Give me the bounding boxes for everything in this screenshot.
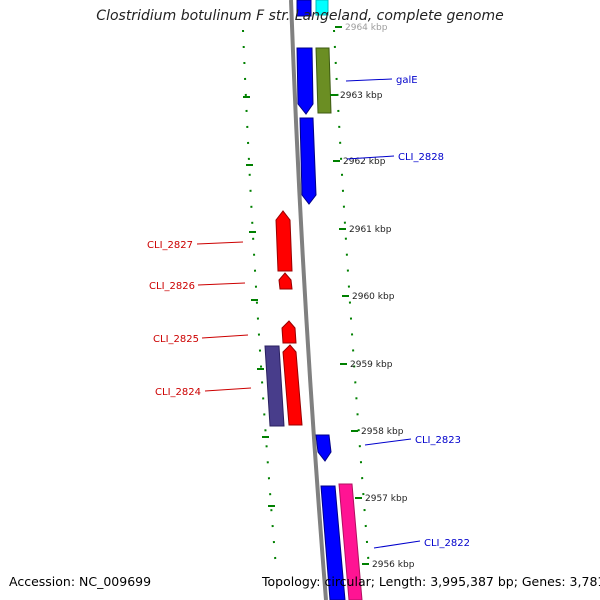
scale-tick-label: 2962 kbp <box>343 157 386 167</box>
scale-tick-label: 2964 kbp <box>345 23 388 33</box>
cds-CLI_2827 <box>275 210 293 272</box>
genome-summary-text: Topology: circular; Length: 3,995,387 bp… <box>262 574 600 589</box>
scale-ticks: 2964 kbp 2963 kbp 2962 kbp 2961 kbp 2960 kbp… <box>243 23 415 570</box>
gene-label: galE <box>396 75 418 86</box>
cds-CLI_2822 <box>320 485 346 600</box>
scale-tick-label: 2961 kbp <box>349 225 392 235</box>
genome-backbone <box>289 0 328 600</box>
cog-feature-purple <box>264 345 285 427</box>
gene-label-leader-line <box>204 387 252 392</box>
gene-label: CLI_2825 <box>153 334 199 345</box>
scale-tick-label: 2963 kbp <box>340 91 383 101</box>
gene-label-leader-line <box>196 241 244 245</box>
gene-label-leader-line <box>345 78 393 82</box>
cds-CLI_2828 <box>299 117 317 205</box>
scale-tick-label: 2960 kbp <box>352 292 395 302</box>
outer-tick-guide-arc <box>333 29 370 569</box>
gene-label: CLI_2822 <box>424 538 470 549</box>
genome-title: Clostridium botulinum F str. Langeland, … <box>96 8 504 24</box>
cds-galE <box>296 47 314 115</box>
gene-label: CLI_2828 <box>398 152 444 163</box>
gene-label-leader-line <box>201 334 249 339</box>
scale-tick-label: 2956 kbp <box>372 560 415 570</box>
gene-label-leader-line <box>373 540 421 549</box>
scale-tick-label: 2957 kbp <box>365 494 408 504</box>
cds-CLI_2825 <box>281 320 297 344</box>
cog-feature-olive <box>315 47 332 114</box>
cog-feature-magenta <box>338 483 363 600</box>
inner-tick-guide-arc <box>242 29 277 569</box>
cds-CLI_2826 <box>278 272 293 290</box>
scale-tick-label: 2959 kbp <box>350 360 393 370</box>
gene-label: CLI_2827 <box>147 240 193 251</box>
gene-label: CLI_2826 <box>149 281 195 292</box>
accession-text: Accession: NC_009699 <box>9 574 152 589</box>
gene-label: CLI_2824 <box>155 387 201 398</box>
scale-tick-label: 2958 kbp <box>361 427 404 437</box>
gene-label-leader-line <box>364 438 412 446</box>
cds-forward-top <box>296 0 312 17</box>
cds-CLI_2824 <box>282 344 303 426</box>
gene-label-leader-line <box>197 282 246 286</box>
gene-label-leader-line <box>346 155 395 160</box>
gene-labels: galE CLI_2828 CLI_2827 CLI_2826 CLI_2825 CLI_… <box>147 75 470 549</box>
cds-CLI_2823 <box>315 434 332 462</box>
cog-feature-cyan <box>315 0 329 16</box>
gene-label: CLI_2823 <box>415 435 461 446</box>
